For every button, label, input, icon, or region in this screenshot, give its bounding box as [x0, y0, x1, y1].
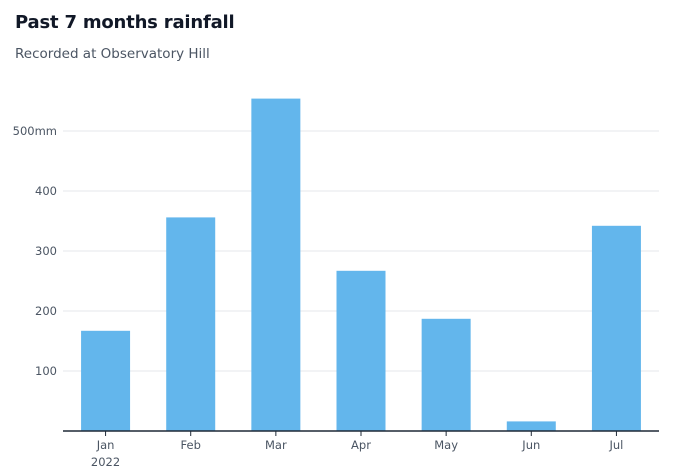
- bar-mar: [251, 98, 301, 431]
- y-tick-label: 500mm: [13, 124, 57, 138]
- bars: [81, 98, 641, 431]
- chart-title: Past 7 months rainfall: [15, 12, 235, 33]
- x-tick-label: May: [434, 438, 458, 452]
- bar-apr: [336, 270, 386, 431]
- x-tick-sublabel: 2022: [91, 455, 120, 469]
- y-tick-label: 400: [35, 184, 57, 198]
- bar-jun: [506, 421, 556, 431]
- bar-jan: [81, 330, 131, 431]
- x-tick-label: Jul: [608, 438, 623, 452]
- bar-feb: [166, 217, 216, 431]
- x-tick-label: Feb: [181, 438, 201, 452]
- bar-jul: [591, 225, 641, 431]
- x-tick-label: Mar: [265, 438, 287, 452]
- y-tick-label: 300: [35, 244, 57, 258]
- y-tick-label: 100: [35, 364, 57, 378]
- x-tick-label: Jan: [96, 438, 115, 452]
- chart-subtitle: Recorded at Observatory Hill: [15, 46, 210, 62]
- axis-labels: 100 200 300 400 500mm Jan 2022 Feb Mar Apr May Jun J…: [13, 124, 624, 469]
- x-tick-label: Apr: [351, 438, 371, 452]
- x-tick-label: Jun: [521, 438, 540, 452]
- bar-may: [421, 318, 471, 431]
- y-tick-label: 200: [35, 304, 57, 318]
